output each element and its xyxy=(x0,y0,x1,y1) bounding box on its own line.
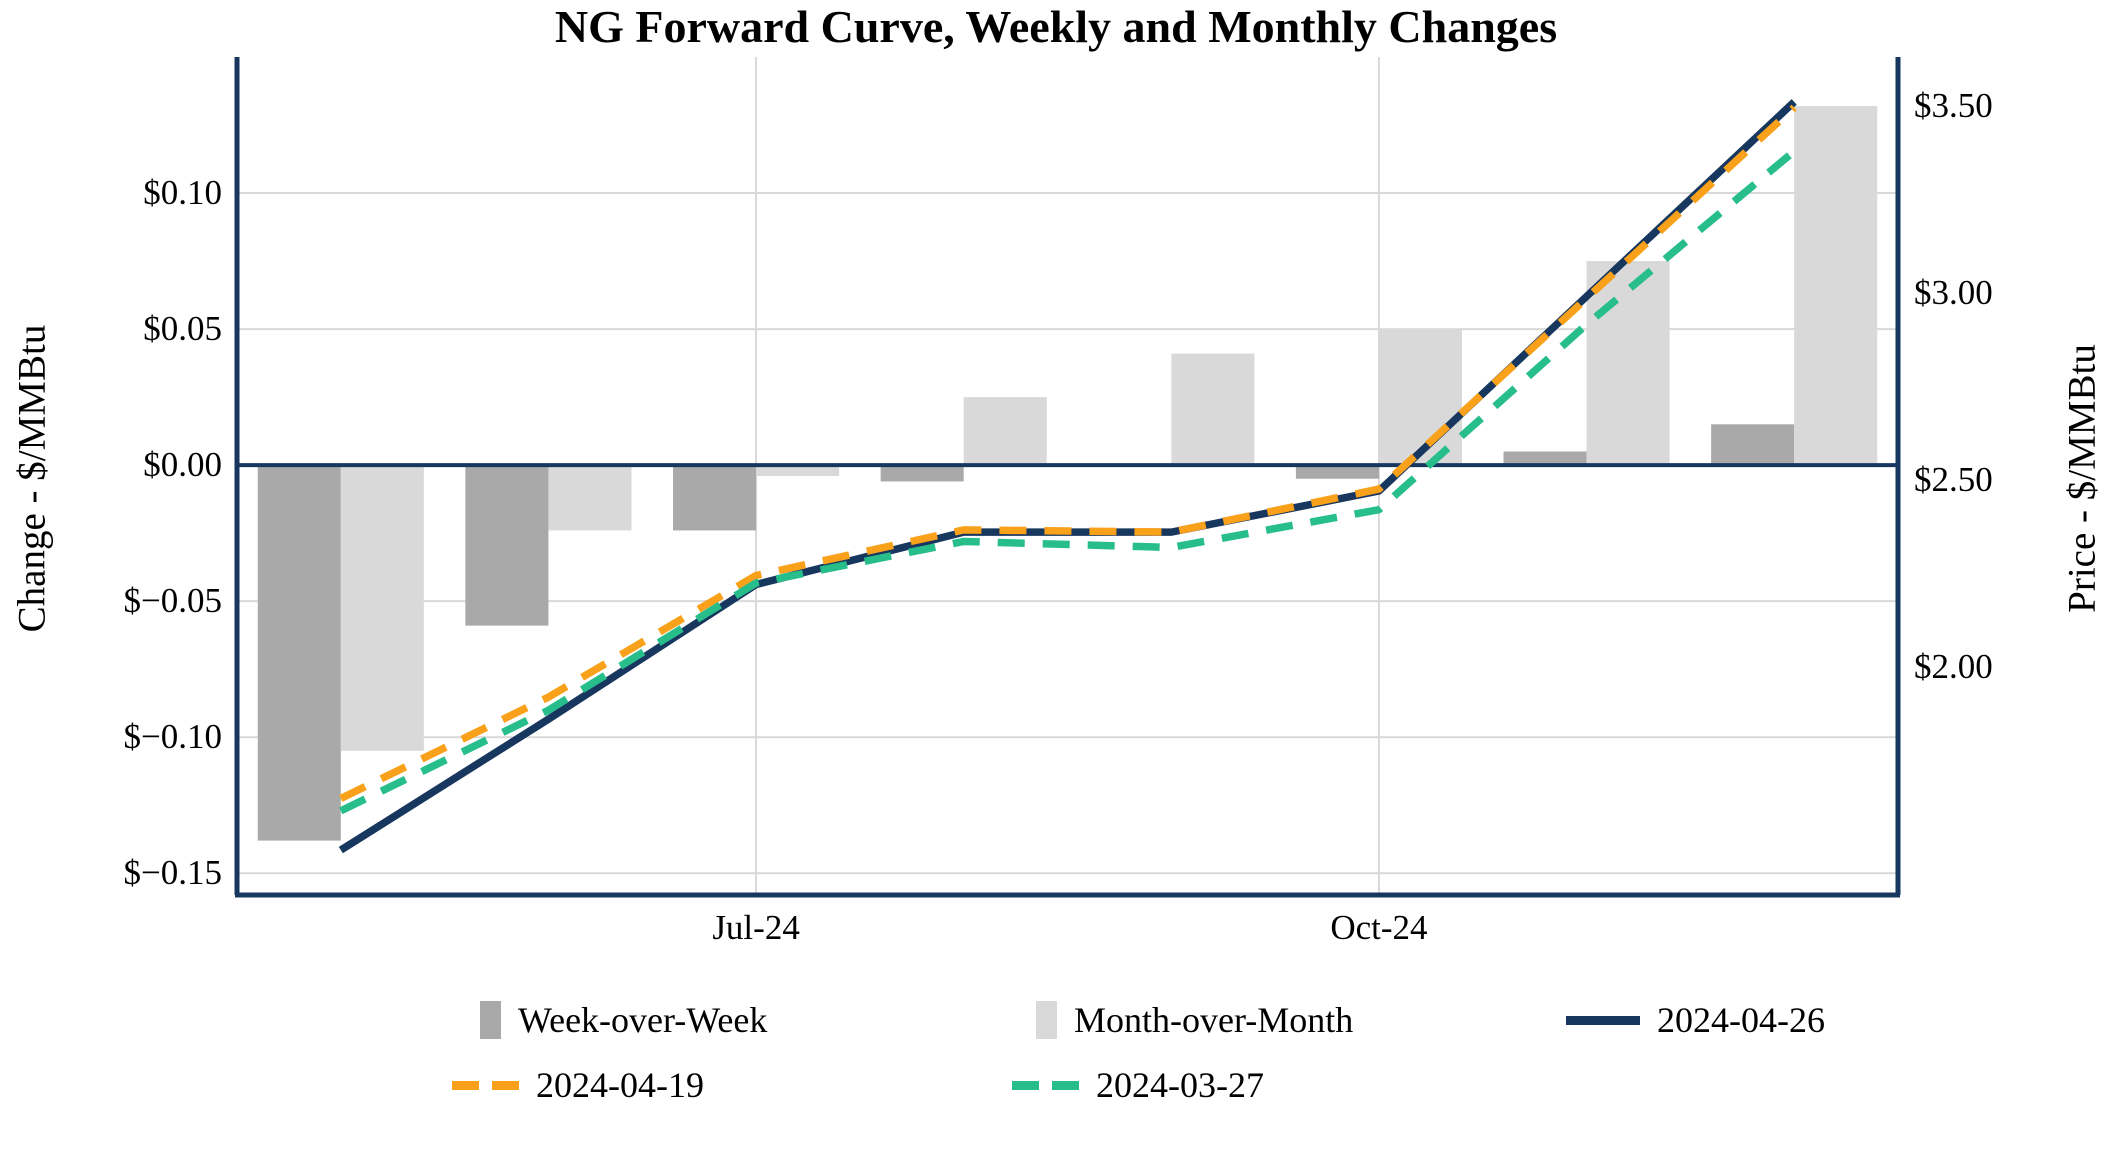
legend-item-2024-03-27: 2024-03-27 xyxy=(1012,1063,1264,1107)
bar-month-over-month-Aug-24 xyxy=(963,397,1047,466)
y-tick-right: $3.00 xyxy=(1914,272,1993,312)
legend-label: 2024-04-26 xyxy=(1657,1000,1825,1040)
bar-month-over-month-May-24 xyxy=(340,465,424,751)
bar-week-over-week-Jun-24 xyxy=(465,465,549,626)
bar-month-over-month-Dec-24 xyxy=(1794,105,1878,466)
legend-swatch-2024-04-26 xyxy=(1566,1015,1640,1025)
legend-swatch-2024-03-27 xyxy=(1012,1080,1079,1090)
y-tick-left: $−0.05 xyxy=(123,581,223,621)
legend-label: 2024-03-27 xyxy=(1096,1065,1264,1105)
bar-week-over-week-Jul-24 xyxy=(673,465,757,531)
legend-label: 2024-04-19 xyxy=(536,1065,704,1105)
line-2024-03-27 xyxy=(339,148,1797,815)
legend-swatch-month-over-month xyxy=(1036,1001,1057,1039)
legend-label: Month-over-Month xyxy=(1074,1000,1354,1040)
y-tick-left: $0.00 xyxy=(143,445,222,485)
bar-month-over-month-Jul-24 xyxy=(756,465,840,476)
bar-week-over-week-Aug-24 xyxy=(880,465,964,482)
x-tick: Oct-24 xyxy=(1330,908,1428,947)
bar-week-over-week-May-24 xyxy=(257,465,341,841)
x-tick: Jul-24 xyxy=(712,908,800,947)
y-tick-left: $−0.10 xyxy=(123,717,223,757)
bar-month-over-month-Oct-24 xyxy=(1378,329,1462,466)
legend-swatch-2024-04-19 xyxy=(452,1080,519,1090)
chart-title: NG Forward Curve, Weekly and Monthly Cha… xyxy=(554,1,1558,52)
y-tick-right: $3.50 xyxy=(1914,85,1993,125)
legend-label: Week-over-Week xyxy=(518,1000,768,1040)
y-tick-right: $2.50 xyxy=(1914,459,1993,499)
legend-item-week-over-week: Week-over-Week xyxy=(480,998,767,1042)
legend-swatch-week-over-week xyxy=(480,1001,501,1039)
legend-item-2024-04-19: 2024-04-19 xyxy=(452,1063,704,1107)
y-tick-left: $−0.15 xyxy=(123,853,223,893)
line-2024-04-19 xyxy=(339,104,1797,802)
bar-week-over-week-Dec-24 xyxy=(1711,424,1795,466)
bar-week-over-week-Oct-24 xyxy=(1295,465,1379,479)
bar-month-over-month-Sep-24 xyxy=(1171,353,1255,466)
legend-item-2024-04-26: 2024-04-26 xyxy=(1566,998,1825,1042)
y-tick-right: $2.00 xyxy=(1914,646,1993,686)
bar-month-over-month-Jun-24 xyxy=(548,465,632,531)
y-tick-left: $0.05 xyxy=(143,309,222,349)
y-tick-left: $0.10 xyxy=(143,173,222,213)
bar-week-over-week-Nov-24 xyxy=(1503,451,1587,466)
bar-month-over-month-Nov-24 xyxy=(1586,261,1670,466)
legend-item-month-over-month: Month-over-Month xyxy=(1036,998,1353,1042)
